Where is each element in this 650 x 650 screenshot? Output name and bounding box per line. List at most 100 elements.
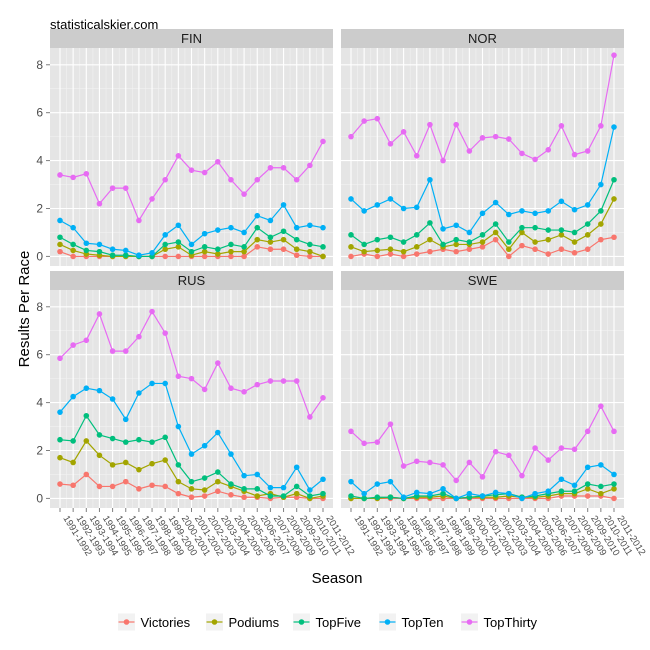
data-point-topthirty (466, 459, 473, 466)
x-axis-title: Season (312, 570, 363, 587)
data-point-topfive (162, 434, 168, 441)
data-point-topten (492, 199, 499, 206)
data-point-topten (175, 423, 182, 430)
data-point-podiums (413, 244, 420, 250)
data-point-victories (571, 250, 578, 256)
data-point-topthirty (215, 360, 221, 366)
data-point-podiums (532, 239, 538, 245)
data-point-topfive (175, 239, 182, 245)
data-point-topten (122, 247, 129, 254)
data-point-topten (387, 478, 394, 485)
data-point-topfive (201, 475, 208, 481)
data-point-topthirty (571, 151, 578, 158)
data-point-podiums (545, 236, 552, 243)
data-point-topten (188, 241, 195, 248)
data-point-topfive (109, 435, 116, 442)
data-point-topthirty (149, 196, 155, 202)
series-nor-podiums (348, 196, 617, 255)
data-point-podiums (427, 236, 433, 243)
data-point-topfive (122, 252, 129, 259)
legend-item-topfive: TopFive (292, 612, 362, 632)
data-point-podiums (149, 460, 155, 467)
data-point-podiums (348, 244, 354, 250)
data-point-victories (162, 483, 168, 490)
legend-label: TopFive (316, 615, 362, 630)
data-point-topten (57, 409, 63, 415)
data-point-topten (611, 471, 617, 478)
data-point-victories (307, 253, 313, 260)
data-point-topthirty (254, 176, 261, 183)
data-point-topthirty (506, 452, 512, 459)
data-point-topten (241, 229, 247, 236)
data-point-victories (427, 248, 433, 255)
data-point-podiums (83, 438, 90, 444)
data-point-topthirty (241, 389, 247, 395)
data-point-podiums (558, 232, 565, 238)
series-rus-topthirty (57, 308, 326, 420)
data-point-topthirty (83, 170, 90, 177)
data-point-podiums (175, 478, 182, 485)
strip-background (341, 29, 624, 48)
data-point-topthirty (57, 172, 63, 178)
legend-item-topthirty: TopThirty (460, 612, 537, 632)
legend-key-point (466, 619, 473, 625)
data-point-topten (215, 227, 221, 233)
data-point-podiums (479, 239, 486, 245)
data-point-topten (136, 390, 142, 396)
strip-label-fin: FIN (181, 31, 202, 46)
data-point-topfive (320, 244, 326, 250)
data-point-topten (400, 494, 407, 501)
data-point-topten (427, 176, 433, 183)
data-point-podiums (293, 246, 300, 253)
data-point-topten (374, 481, 381, 487)
data-point-topfive (348, 232, 354, 238)
data-point-victories (70, 482, 76, 489)
data-point-podiums (492, 229, 499, 236)
data-point-topfive (440, 490, 446, 497)
data-point-topthirty (387, 421, 394, 427)
data-point-podiums (598, 221, 604, 227)
data-point-podiums (267, 239, 274, 245)
data-point-podiums (136, 466, 142, 473)
data-point-topthirty (374, 115, 381, 122)
data-point-topten (558, 198, 565, 205)
data-point-topfive (611, 481, 617, 487)
data-point-podiums (215, 251, 221, 257)
data-point-podiums (57, 241, 63, 248)
data-point-topten (506, 211, 512, 218)
data-point-topthirty (519, 472, 525, 479)
data-point-topthirty (400, 129, 407, 135)
data-point-topten (109, 396, 116, 402)
data-point-topfive (307, 493, 313, 499)
data-point-topthirty (70, 342, 76, 348)
data-point-topthirty (83, 337, 90, 344)
data-point-victories (57, 248, 63, 255)
series-nor-victories (348, 234, 617, 260)
series-fin-podiums (57, 236, 326, 260)
data-point-victories (280, 246, 287, 253)
legend-item-victories: Victories (117, 612, 191, 632)
data-point-topthirty (558, 123, 565, 129)
data-point-topfive (413, 232, 420, 238)
data-point-topfive (519, 224, 525, 231)
data-point-topfive (293, 483, 300, 490)
y-tick-label: 2 (36, 444, 43, 458)
data-point-topthirty (611, 428, 617, 435)
data-point-topthirty (320, 395, 326, 401)
data-point-topten (188, 451, 195, 457)
data-point-topthirty (506, 136, 512, 142)
data-point-topten (571, 206, 578, 213)
strip-nor: NOR (341, 29, 624, 48)
data-point-podiums (584, 232, 591, 238)
data-point-victories (387, 251, 394, 257)
data-point-topthirty (267, 164, 274, 171)
data-point-topthirty (96, 311, 103, 317)
data-point-topten (532, 490, 538, 497)
data-point-topten (293, 464, 300, 471)
data-point-topten (149, 380, 155, 387)
data-point-topfive (241, 486, 247, 492)
data-point-victories (492, 236, 499, 243)
data-point-topten (109, 246, 116, 253)
data-point-podiums (361, 248, 367, 255)
series-rus-topfive (57, 412, 326, 499)
